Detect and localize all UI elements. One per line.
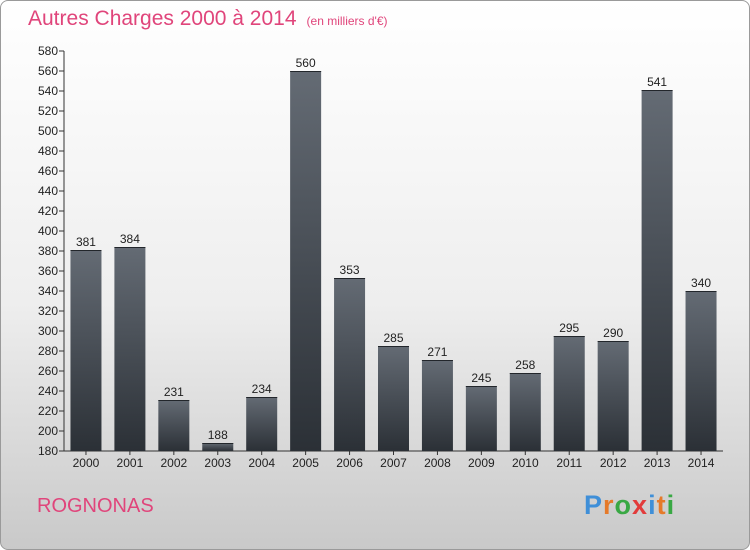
data-label-2010: 258 — [515, 358, 535, 372]
bar-2009 — [465, 386, 497, 451]
data-label-2006: 353 — [340, 263, 360, 277]
bar-2001 — [114, 247, 146, 451]
bar-2003 — [202, 443, 234, 451]
data-label-2008: 271 — [427, 345, 447, 359]
y-tick-label: 280 — [38, 344, 58, 358]
bar-2000 — [70, 250, 102, 451]
data-label-2000: 381 — [76, 235, 96, 249]
x-tick-label-2009: 2009 — [468, 456, 495, 470]
data-label-2013: 541 — [647, 75, 667, 89]
data-label-2004: 234 — [252, 382, 272, 396]
data-label-2011: 295 — [559, 321, 579, 335]
x-tick-label-2007: 2007 — [380, 456, 407, 470]
chart-subtitle: (en milliers d'€) — [306, 14, 388, 28]
y-tick-label: 500 — [38, 124, 58, 138]
x-tick-label-2011: 2011 — [556, 456, 582, 470]
bar-2005 — [290, 71, 322, 451]
bar-2013 — [641, 90, 673, 451]
x-tick-label-2012: 2012 — [600, 456, 627, 470]
y-tick-label: 540 — [38, 84, 58, 98]
bars: 381 384 231 188 234 560 353 285 271 245 258 295 290 5… — [70, 56, 717, 451]
x-tick-label-2013: 2013 — [644, 456, 671, 470]
bar-2006 — [334, 278, 366, 451]
y-tick-label: 300 — [38, 324, 58, 338]
y-tick-label: 560 — [38, 64, 58, 78]
y-tick-label: 580 — [38, 44, 58, 58]
x-tick-label-2006: 2006 — [336, 456, 363, 470]
y-tick-label: 360 — [38, 264, 58, 278]
y-axis: 180 200 220 240 260 280 300 320 340 360 380 400 420 4… — [38, 44, 65, 458]
y-tick-label: 220 — [38, 404, 58, 418]
x-tick-label-2008: 2008 — [424, 456, 451, 470]
y-tick-label: 340 — [38, 284, 58, 298]
y-tick-label: 420 — [38, 204, 58, 218]
bar-2004 — [246, 397, 278, 451]
y-tick-label: 400 — [38, 224, 58, 238]
x-tick-label-2010: 2010 — [512, 456, 539, 470]
x-tick-label-2001: 2001 — [117, 456, 144, 470]
x-tick-label-2005: 2005 — [292, 456, 319, 470]
location-label: ROGNONAS — [37, 495, 154, 517]
bar-2012 — [597, 341, 629, 451]
data-label-2002: 231 — [164, 385, 184, 399]
y-tick-label: 240 — [38, 384, 58, 398]
data-label-2001: 384 — [120, 232, 140, 246]
data-label-2012: 290 — [603, 326, 623, 340]
bar-2007 — [378, 346, 409, 451]
bar-2014 — [685, 291, 717, 451]
x-tick-label-2004: 2004 — [248, 456, 275, 470]
y-tick-label: 320 — [38, 304, 58, 318]
bar-2011 — [553, 336, 585, 451]
bar-2008 — [421, 360, 453, 451]
bar-2010 — [509, 373, 541, 451]
y-tick-label: 480 — [38, 144, 58, 158]
x-axis: 2000 2001 2002 2003 2004 2005 2006 2007 2008 2009… — [64, 450, 723, 470]
x-tick-label-2000: 2000 — [73, 456, 100, 470]
y-tick-label: 200 — [38, 424, 58, 438]
x-tick-label-2002: 2002 — [160, 456, 187, 470]
proxiti-logo: Proxiti — [584, 490, 676, 520]
y-tick-label: 520 — [38, 104, 58, 118]
y-tick-label: 180 — [38, 444, 58, 458]
y-tick-label: 380 — [38, 244, 58, 258]
data-label-2014: 340 — [691, 276, 711, 290]
data-label-2009: 245 — [471, 371, 491, 385]
y-tick-label: 460 — [38, 164, 58, 178]
y-tick-label: 440 — [38, 184, 58, 198]
chart-title: Autres Charges 2000 à 2014 (en milliers d… — [28, 7, 388, 30]
data-label-2005: 560 — [296, 56, 316, 70]
data-label-2003: 188 — [208, 428, 228, 442]
bar-2002 — [158, 400, 190, 451]
x-tick-label-2014: 2014 — [688, 456, 715, 470]
data-label-2007: 285 — [383, 331, 403, 345]
x-tick-label-2003: 2003 — [204, 456, 231, 470]
y-tick-label: 260 — [38, 364, 58, 378]
